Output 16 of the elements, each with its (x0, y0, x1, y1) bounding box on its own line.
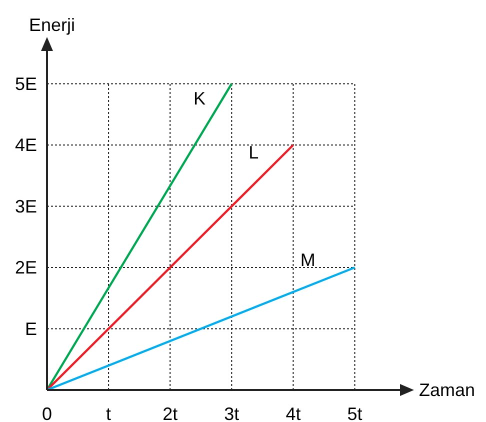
x-tick-label: t (106, 404, 112, 422)
x-axis-title: Zaman (419, 380, 476, 400)
y-tick-label: E (24, 318, 37, 339)
x-tick-label: 0 (42, 404, 52, 422)
series-label: K (193, 88, 206, 108)
series-label: L (248, 142, 259, 162)
x-tick-label: 2t (162, 404, 178, 422)
y-tick-label: 4E (14, 135, 37, 155)
series-label: M (300, 250, 316, 270)
x-tick-label: 3t (224, 404, 240, 422)
y-tick-label: 2E (14, 258, 37, 278)
y-tick-label: 3E (14, 196, 37, 216)
x-tick-label: 5t (347, 404, 362, 422)
y-axis-title: Enerji (29, 15, 76, 35)
x-tick-label: 4t (286, 404, 301, 422)
y-tick-label: 5E (14, 74, 37, 94)
